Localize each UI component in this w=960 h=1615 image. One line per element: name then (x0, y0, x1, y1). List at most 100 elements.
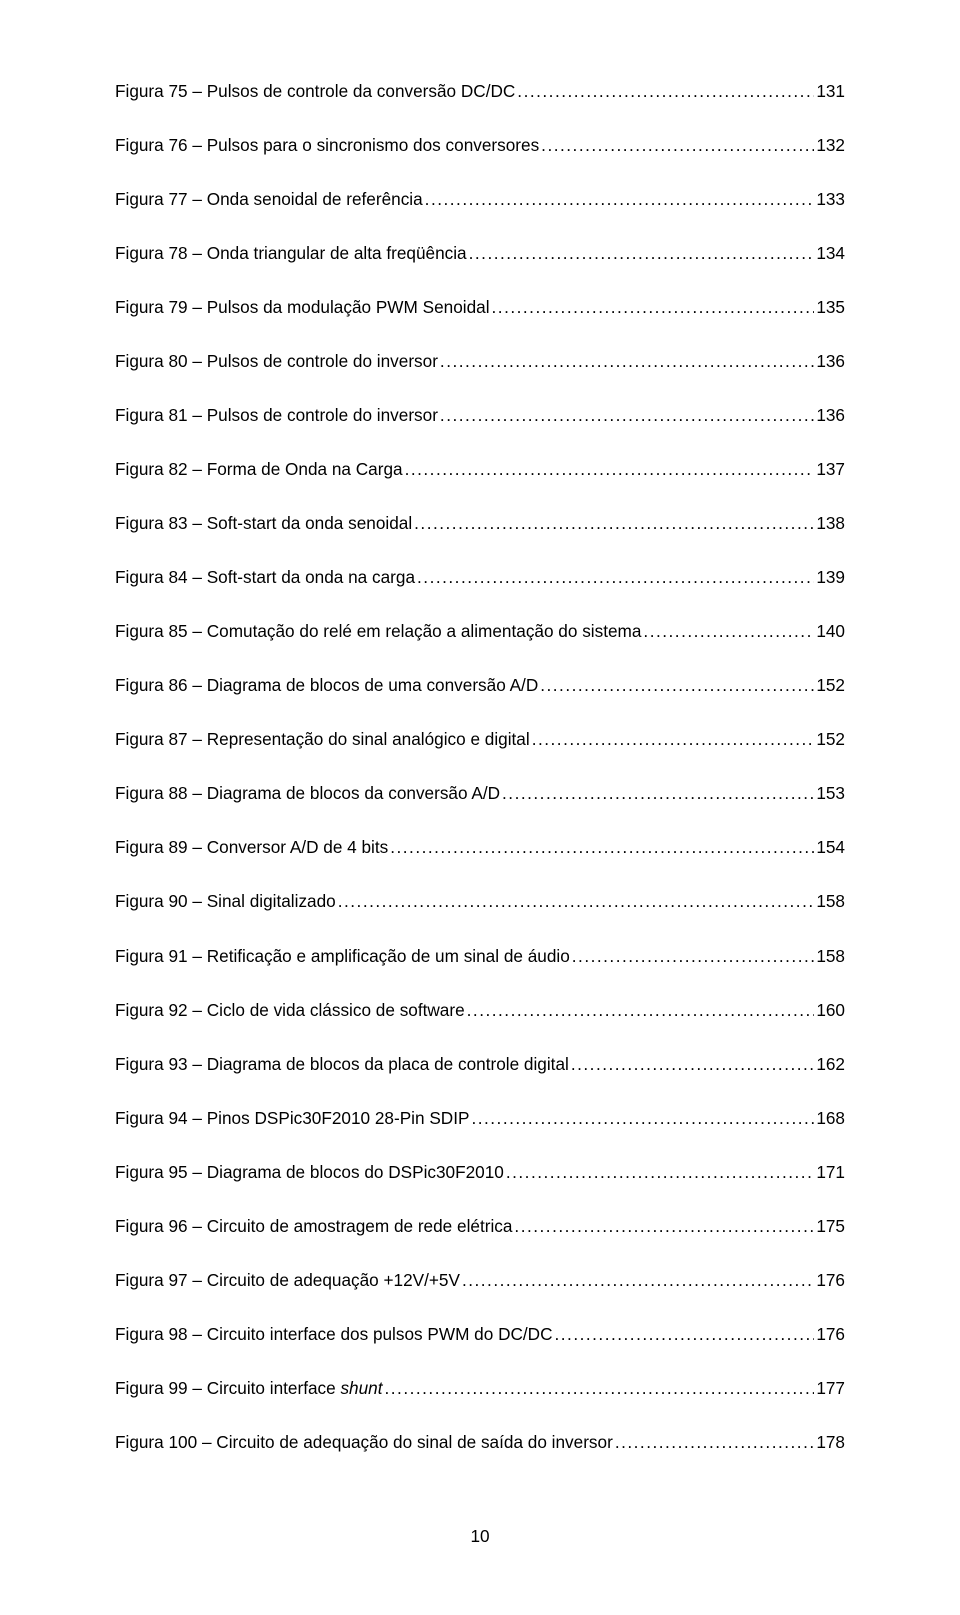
toc-leader-dots (417, 567, 814, 588)
toc-leader-dots (572, 946, 815, 967)
toc-entry-page: 140 (816, 621, 845, 642)
toc-entry-page: 136 (816, 405, 845, 426)
toc-entry-label: Figura 82 – Forma de Onda na Carga (115, 459, 403, 480)
toc-entry: Figura 99 – Circuito interface shunt 177 (115, 1378, 845, 1399)
document-page: Figura 75 – Pulsos de controle da conver… (0, 0, 960, 1615)
toc-entry-label: Figura 98 – Circuito interface dos pulso… (115, 1324, 553, 1345)
toc-leader-dots (390, 837, 814, 858)
toc-entry-label: Figura 96 – Circuito de amostragem de re… (115, 1216, 512, 1237)
toc-entry-label: Figura 86 – Diagrama de blocos de uma co… (115, 675, 538, 696)
toc-leader-dots (541, 135, 814, 156)
toc-entry: Figura 75 – Pulsos de controle da conver… (115, 81, 845, 102)
toc-entry: Figura 80 – Pulsos de controle do invers… (115, 351, 845, 372)
toc-entry-page: 135 (816, 297, 845, 318)
toc-entry: Figura 90 – Sinal digitalizado 158 (115, 891, 845, 912)
toc-entry-label: Figura 79 – Pulsos da modulação PWM Seno… (115, 297, 490, 318)
toc-entry-page: 134 (816, 243, 845, 264)
toc-entry-page: 139 (816, 567, 845, 588)
toc-entry: Figura 84 – Soft-start da onda na carga 1… (115, 567, 845, 588)
toc-entry-page: 131 (816, 81, 845, 102)
toc-entry-label: Figura 77 – Onda senoidal de referência (115, 189, 423, 210)
toc-entry-page: 162 (816, 1054, 845, 1075)
toc-entry: Figura 83 – Soft-start da onda senoidal 1… (115, 513, 845, 534)
toc-entry-label: Figura 87 – Representação do sinal analó… (115, 729, 530, 750)
toc-entry: Figura 78 – Onda triangular de alta freq… (115, 243, 845, 264)
toc-entry: Figura 81 – Pulsos de controle do invers… (115, 405, 845, 426)
toc-leader-dots (517, 81, 814, 102)
toc-entry-page: 136 (816, 351, 845, 372)
toc-entry-label: Figura 84 – Soft-start da onda na carga (115, 567, 415, 588)
toc-entry-label: Figura 75 – Pulsos de controle da conver… (115, 81, 515, 102)
toc-entry: Figura 86 – Diagrama de blocos de uma co… (115, 675, 845, 696)
toc-entry-label: Figura 97 – Circuito de adequação +12V/+… (115, 1270, 460, 1291)
toc-leader-dots (506, 1162, 814, 1183)
toc-leader-dots (532, 729, 815, 750)
toc-entry-label: Figura 88 – Diagrama de blocos da conver… (115, 783, 500, 804)
toc-entry: Figura 95 – Diagrama de blocos do DSPic3… (115, 1162, 845, 1183)
toc-entry: Figura 82 – Forma de Onda na Carga 137 (115, 459, 845, 480)
toc-entry-page: 177 (816, 1378, 845, 1399)
toc-entry-label: Figura 93 – Diagrama de blocos da placa … (115, 1054, 569, 1075)
toc-entry-label: Figura 78 – Onda triangular de alta freq… (115, 243, 467, 264)
toc-entry-page: 153 (816, 783, 845, 804)
toc-entry-page: 138 (816, 513, 845, 534)
toc-leader-dots (502, 783, 814, 804)
toc-entry-page: 152 (816, 729, 845, 750)
toc-entry-page: 158 (816, 891, 845, 912)
toc-entry-page: 137 (816, 459, 845, 480)
list-of-figures: Figura 75 – Pulsos de controle da conver… (115, 81, 845, 1452)
toc-leader-dots (405, 459, 815, 480)
toc-leader-dots (338, 891, 815, 912)
toc-entry-page: 171 (816, 1162, 845, 1183)
toc-entry: Figura 93 – Diagrama de blocos da placa … (115, 1054, 845, 1075)
toc-leader-dots (414, 513, 814, 534)
toc-entry-label: Figura 76 – Pulsos para o sincronismo do… (115, 135, 539, 156)
toc-entry-page: 176 (816, 1270, 845, 1291)
toc-entry-page: 168 (816, 1108, 845, 1129)
toc-entry: Figura 77 – Onda senoidal de referência 1… (115, 189, 845, 210)
toc-entry-page: 154 (816, 837, 845, 858)
toc-leader-dots (467, 1000, 815, 1021)
page-number: 10 (0, 1526, 960, 1547)
toc-entry-label: Figura 81 – Pulsos de controle do invers… (115, 405, 438, 426)
toc-leader-dots (462, 1270, 814, 1291)
toc-entry-page: 176 (816, 1324, 845, 1345)
toc-entry-page: 158 (816, 946, 845, 967)
toc-leader-dots (514, 1216, 814, 1237)
toc-entry-page: 132 (816, 135, 845, 156)
toc-entry: Figura 92 – Ciclo de vida clássico de so… (115, 1000, 845, 1021)
toc-entry: Figura 89 – Conversor A/D de 4 bits 154 (115, 837, 845, 858)
toc-entry-label: Figura 90 – Sinal digitalizado (115, 891, 336, 912)
toc-leader-dots (471, 1108, 814, 1129)
toc-leader-dots (540, 675, 814, 696)
toc-entry-label: Figura 85 – Comutação do relé em relação… (115, 621, 641, 642)
toc-entry-label: Figura 95 – Diagrama de blocos do DSPic3… (115, 1162, 504, 1183)
toc-entry: Figura 94 – Pinos DSPic30F2010 28-Pin SD… (115, 1108, 845, 1129)
toc-entry-page: 152 (816, 675, 845, 696)
toc-entry: Figura 76 – Pulsos para o sincronismo do… (115, 135, 845, 156)
toc-entry-label: Figura 94 – Pinos DSPic30F2010 28-Pin SD… (115, 1108, 469, 1129)
toc-leader-dots (440, 405, 814, 426)
toc-entry-label: Figura 91 – Retificação e amplificação d… (115, 946, 570, 967)
toc-leader-dots (440, 351, 814, 372)
toc-leader-dots (492, 297, 815, 318)
toc-entry: Figura 91 – Retificação e amplificação d… (115, 946, 845, 967)
toc-leader-dots (643, 621, 814, 642)
toc-entry: Figura 97 – Circuito de adequação +12V/+… (115, 1270, 845, 1291)
toc-entry-page: 175 (816, 1216, 845, 1237)
toc-leader-dots (469, 243, 815, 264)
toc-entry-page: 178 (816, 1432, 845, 1453)
toc-leader-dots (425, 189, 815, 210)
toc-entry-label: Figura 83 – Soft-start da onda senoidal (115, 513, 412, 534)
toc-entry-label: Figura 89 – Conversor A/D de 4 bits (115, 837, 388, 858)
toc-entry: Figura 96 – Circuito de amostragem de re… (115, 1216, 845, 1237)
toc-entry-label: Figura 99 – Circuito interface shunt (115, 1378, 383, 1399)
toc-leader-dots (571, 1054, 814, 1075)
toc-entry: Figura 88 – Diagrama de blocos da conver… (115, 783, 845, 804)
toc-entry-page: 133 (816, 189, 845, 210)
toc-leader-dots (555, 1324, 815, 1345)
toc-entry-label: Figura 92 – Ciclo de vida clássico de so… (115, 1000, 465, 1021)
toc-entry-page: 160 (816, 1000, 845, 1021)
toc-entry-label: Figura 100 – Circuito de adequação do si… (115, 1432, 613, 1453)
toc-entry: Figura 100 – Circuito de adequação do si… (115, 1432, 845, 1453)
